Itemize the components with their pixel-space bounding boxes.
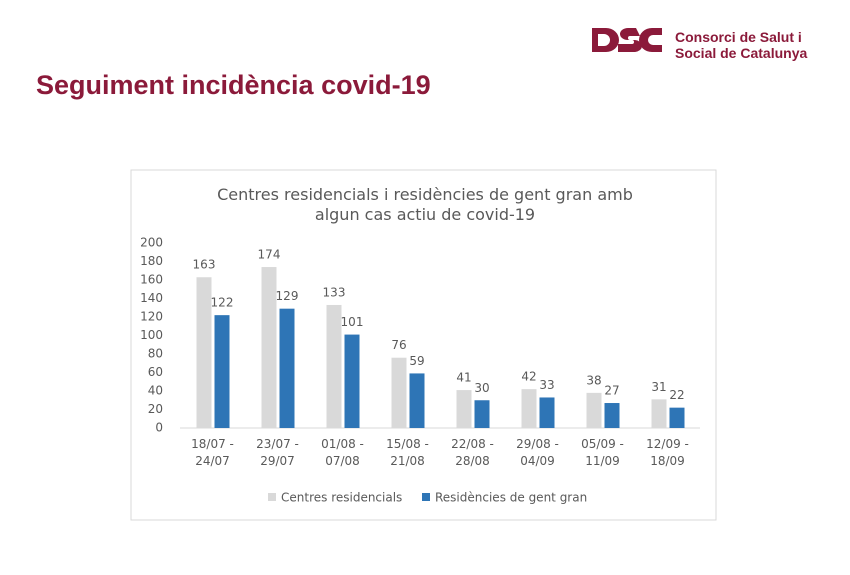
y-tick-label: 60 [148, 365, 163, 379]
bar [456, 390, 472, 428]
y-tick-label: 80 [148, 347, 163, 361]
data-label: 38 [586, 373, 601, 387]
y-tick-label: 120 [140, 310, 163, 324]
x-tick-label: 12/09 - 18/09 [646, 437, 689, 468]
bar [326, 304, 342, 428]
legend-swatch [422, 493, 430, 501]
bar [539, 397, 555, 428]
bar [344, 334, 360, 428]
bar [214, 315, 230, 428]
bar [391, 357, 407, 428]
y-tick-label: 40 [148, 384, 163, 398]
bar [669, 407, 685, 428]
org-name: Social de Catalunya [675, 45, 808, 61]
y-tick-label: 20 [148, 402, 163, 416]
bar [409, 373, 425, 428]
y-tick-label: 160 [140, 273, 163, 287]
chart-title: Centres residencials i residències de ge… [217, 185, 633, 224]
data-label: 129 [276, 289, 299, 303]
y-tick-label: 180 [140, 254, 163, 268]
x-tick-label: 05/09 - 11/09 [581, 437, 624, 468]
data-label: 41 [456, 371, 471, 385]
x-tick-label: 15/08 - 21/08 [386, 437, 429, 468]
data-label: 59 [409, 354, 424, 368]
data-label: 122 [211, 296, 234, 310]
logo [592, 28, 662, 52]
slide-title: Seguiment incidència covid-19 [36, 70, 431, 100]
data-label: 76 [391, 338, 406, 352]
bar [604, 403, 620, 428]
y-tick-label: 0 [155, 421, 163, 435]
x-tick-label: 22/08 - 28/08 [451, 437, 494, 468]
x-tick-label: 01/08 - 07/08 [321, 437, 364, 468]
legend-label: Residències de gent gran [435, 491, 587, 505]
bar [521, 389, 537, 428]
bar [279, 308, 295, 428]
data-label: 163 [193, 258, 216, 272]
bar [474, 400, 490, 428]
data-label: 27 [604, 384, 619, 398]
data-label: 33 [539, 378, 554, 392]
data-label: 42 [521, 370, 536, 384]
y-tick-label: 140 [140, 291, 163, 305]
x-tick-label: 18/07 - 24/07 [191, 437, 234, 468]
org-name: Consorci de Salut i [675, 29, 802, 45]
legend-label: Centres residencials [281, 491, 402, 505]
y-tick-label: 100 [140, 328, 163, 342]
bar [586, 392, 602, 428]
data-label: 22 [669, 388, 684, 402]
data-label: 31 [651, 380, 666, 394]
bar [651, 399, 667, 428]
x-tick-label: 29/08 - 04/09 [516, 437, 559, 468]
bar [196, 277, 212, 428]
data-label: 133 [323, 285, 346, 299]
legend-swatch [268, 493, 276, 501]
data-label: 101 [341, 315, 364, 329]
y-tick-label: 200 [140, 236, 163, 250]
bar [261, 267, 277, 428]
data-label: 30 [474, 381, 489, 395]
x-tick-label: 23/07 - 29/07 [256, 437, 299, 468]
data-label: 174 [258, 248, 281, 262]
